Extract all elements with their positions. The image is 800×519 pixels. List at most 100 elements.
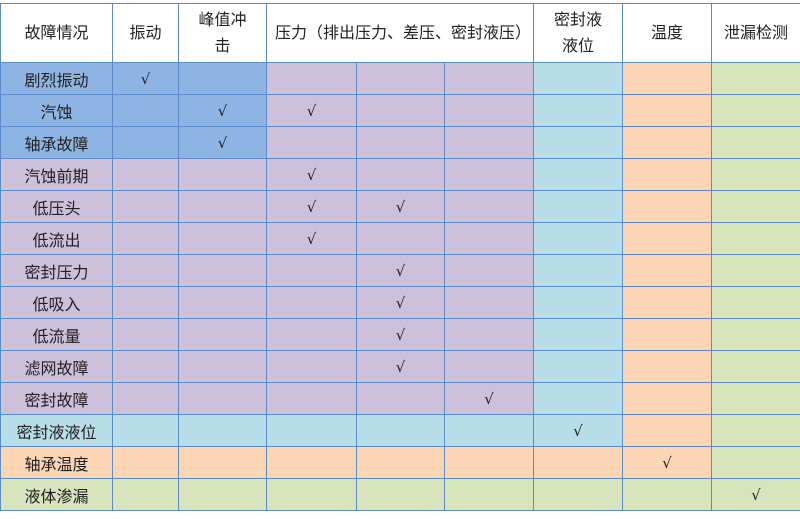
row-label: 滤网故障 (0, 350, 113, 383)
header-pressure: 压力（排出压力、差压、密封液压） (265, 3, 535, 63)
empty-cell (622, 286, 713, 319)
empty-cell (356, 126, 445, 159)
empty-cell (266, 254, 357, 287)
empty-cell (622, 126, 713, 159)
empty-cell (178, 350, 267, 383)
check-mark-icon: √ (395, 357, 406, 376)
check-mark-icon: √ (140, 69, 151, 88)
table-row: 汽蚀前期 √ (0, 158, 800, 191)
check-mark-icon: √ (395, 325, 406, 344)
row-label: 轴承故障 (0, 126, 113, 159)
row-label: 低吸入 (0, 286, 113, 319)
empty-cell (178, 222, 267, 255)
empty-cell (622, 62, 713, 95)
empty-cell (711, 350, 800, 383)
empty-cell (112, 350, 179, 383)
header-peak-impact: 峰值冲击 (178, 3, 267, 63)
empty-cell (178, 62, 267, 95)
row-label: 剧烈振动 (0, 62, 113, 95)
table-row: 低压头 √ √ (0, 190, 800, 223)
empty-cell (112, 94, 179, 127)
table-row: 轴承故障 √ (0, 126, 800, 159)
check-mark-icon: √ (217, 101, 228, 120)
row-label: 密封液液位 (0, 414, 113, 447)
empty-cell (266, 446, 357, 479)
empty-cell (266, 414, 357, 447)
empty-cell (533, 158, 624, 191)
check-cell: √ (266, 190, 357, 223)
empty-cell (178, 158, 267, 191)
empty-cell (443, 478, 535, 511)
row-label: 低流出 (0, 222, 113, 255)
check-cell: √ (266, 222, 357, 255)
check-mark-icon: √ (395, 197, 406, 216)
empty-cell (533, 446, 624, 479)
empty-cell (533, 94, 624, 127)
check-cell: √ (356, 350, 445, 383)
empty-cell (622, 158, 713, 191)
header-leak: 泄漏检测 (711, 3, 800, 63)
empty-cell (443, 94, 535, 127)
check-mark-icon: √ (306, 165, 317, 184)
check-cell: √ (178, 94, 267, 127)
empty-cell (178, 318, 267, 351)
table-body: 剧烈振动 √ 汽蚀 √ √ 轴承故障 √ 汽蚀前期 √ 低压头 √ √ 低流出 √ 密封压力 √ 低吸入 √ 低流量… (0, 62, 800, 511)
empty-cell (533, 222, 624, 255)
empty-cell (356, 382, 445, 415)
empty-cell (266, 62, 357, 95)
row-label: 低压头 (0, 190, 113, 223)
empty-cell (533, 254, 624, 287)
empty-cell (533, 478, 624, 511)
table-row: 低流出 √ (0, 222, 800, 255)
header-vibration: 振动 (112, 3, 179, 63)
empty-cell (443, 286, 535, 319)
empty-cell (266, 382, 357, 415)
empty-cell (622, 254, 713, 287)
empty-cell (711, 254, 800, 287)
empty-cell (112, 254, 179, 287)
empty-cell (622, 478, 713, 511)
row-label: 密封压力 (0, 254, 113, 287)
empty-cell (533, 318, 624, 351)
empty-cell (711, 446, 800, 479)
empty-cell (178, 478, 267, 511)
check-cell: √ (266, 94, 357, 127)
empty-cell (112, 126, 179, 159)
check-mark-icon: √ (751, 485, 761, 504)
empty-cell (533, 190, 624, 223)
check-mark-icon: √ (395, 293, 406, 312)
fault-detection-table: 故障情况 振动 峰值冲击 压力（排出压力、差压、密封液压） 密封液液位 温度 泄… (0, 3, 800, 511)
header-temperature: 温度 (622, 3, 713, 63)
empty-cell (266, 286, 357, 319)
empty-cell (711, 126, 800, 159)
empty-cell (711, 62, 800, 95)
empty-cell (266, 126, 357, 159)
empty-cell (711, 286, 800, 319)
check-cell: √ (356, 254, 445, 287)
empty-cell (178, 446, 267, 479)
empty-cell (266, 478, 357, 511)
check-mark-icon: √ (395, 261, 406, 280)
empty-cell (112, 414, 179, 447)
table-row: 密封液液位 √ (0, 414, 800, 447)
table-row: 汽蚀 √ √ (0, 94, 800, 127)
empty-cell (266, 350, 357, 383)
empty-cell (356, 414, 445, 447)
empty-cell (711, 94, 800, 127)
empty-cell (356, 62, 445, 95)
check-cell: √ (711, 478, 800, 511)
check-cell: √ (112, 62, 179, 95)
empty-cell (443, 446, 535, 479)
table-row: 滤网故障 √ (0, 350, 800, 383)
empty-cell (112, 478, 179, 511)
empty-cell (178, 382, 267, 415)
empty-cell (711, 222, 800, 255)
table-row: 低吸入 √ (0, 286, 800, 319)
empty-cell (356, 222, 445, 255)
empty-cell (443, 62, 535, 95)
check-mark-icon: √ (484, 389, 494, 408)
check-cell: √ (622, 446, 713, 479)
empty-cell (711, 158, 800, 191)
check-mark-icon: √ (573, 421, 583, 440)
empty-cell (178, 190, 267, 223)
